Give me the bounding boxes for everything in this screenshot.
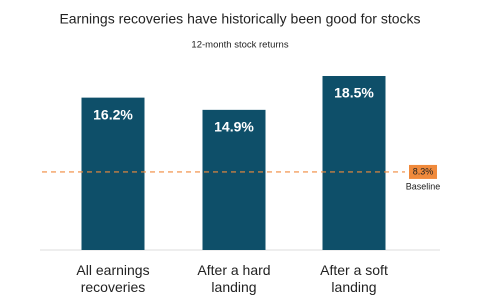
- reference-label-box: [409, 164, 437, 179]
- bar: [81, 97, 145, 250]
- x-tick-label: All earnings recoveries: [76, 262, 150, 295]
- x-tick-label: After a soft landing: [320, 262, 388, 295]
- value-label: 16.2%: [93, 106, 133, 122]
- chart-title: Earnings recoveries have historically be…: [59, 11, 420, 27]
- value-label: 14.9%: [214, 119, 254, 135]
- reference-value-label: 8.3%: [413, 166, 434, 176]
- bar: [322, 76, 386, 250]
- bar: [202, 109, 266, 250]
- x-tick-label: After a hard landing: [197, 262, 271, 295]
- chart-subtitle: 12-month stock returns: [191, 40, 288, 51]
- reference-label: Baseline: [406, 181, 441, 191]
- value-label: 18.5%: [334, 85, 374, 101]
